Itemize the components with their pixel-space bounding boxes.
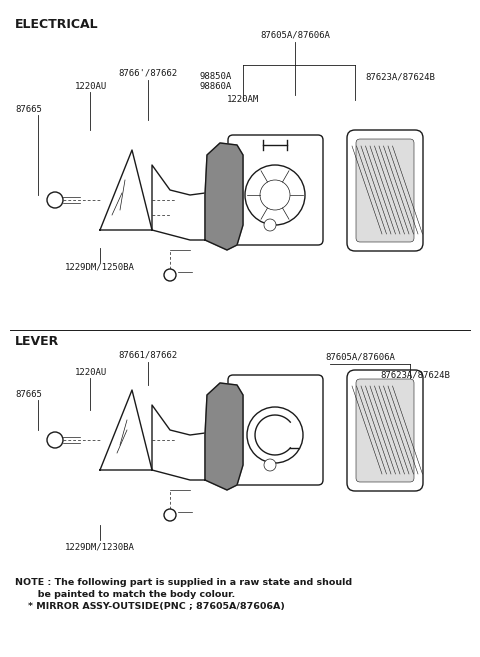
Text: 98860A: 98860A <box>200 82 232 91</box>
Text: ELECTRICAL: ELECTRICAL <box>15 18 98 31</box>
Circle shape <box>47 192 63 208</box>
Polygon shape <box>205 143 243 250</box>
Circle shape <box>247 407 303 463</box>
Circle shape <box>47 432 63 448</box>
FancyBboxPatch shape <box>347 370 423 491</box>
Text: 1220AU: 1220AU <box>75 82 107 91</box>
Text: 87623A/87624B: 87623A/87624B <box>365 72 435 81</box>
FancyBboxPatch shape <box>356 139 414 242</box>
Text: 1220AU: 1220AU <box>75 368 107 377</box>
FancyBboxPatch shape <box>228 135 323 245</box>
FancyBboxPatch shape <box>228 375 323 485</box>
Text: 87661/87662: 87661/87662 <box>119 350 178 359</box>
Text: 87605A/87606A: 87605A/87606A <box>325 352 395 361</box>
Circle shape <box>164 269 176 281</box>
Text: * MIRROR ASSY-OUTSIDE(PNC ; 87605A/87606A): * MIRROR ASSY-OUTSIDE(PNC ; 87605A/87606… <box>15 602 285 611</box>
Text: LEVER: LEVER <box>15 335 59 348</box>
Text: 87605A/87606A: 87605A/87606A <box>260 30 330 39</box>
Polygon shape <box>152 405 210 480</box>
Polygon shape <box>152 165 210 240</box>
Text: be painted to match the body colour.: be painted to match the body colour. <box>15 590 235 599</box>
Text: 98850A: 98850A <box>200 72 232 81</box>
Circle shape <box>164 509 176 521</box>
Text: 87623A/87624B: 87623A/87624B <box>380 370 450 379</box>
Polygon shape <box>205 383 243 490</box>
Circle shape <box>245 165 305 225</box>
Text: 87665: 87665 <box>15 390 42 399</box>
Polygon shape <box>100 390 152 470</box>
Circle shape <box>264 459 276 471</box>
Polygon shape <box>100 150 152 230</box>
Text: NOTE : The following part is supplied in a raw state and should: NOTE : The following part is supplied in… <box>15 578 352 587</box>
Text: 1229DM/1230BA: 1229DM/1230BA <box>65 542 135 551</box>
FancyBboxPatch shape <box>356 379 414 482</box>
Text: 8766'/87662: 8766'/87662 <box>119 68 178 77</box>
Circle shape <box>260 180 290 210</box>
Text: 87665: 87665 <box>15 105 42 114</box>
FancyBboxPatch shape <box>347 130 423 251</box>
Text: 1229DM/1250BA: 1229DM/1250BA <box>65 263 135 272</box>
Circle shape <box>264 219 276 231</box>
Text: 1220AM: 1220AM <box>227 95 259 104</box>
